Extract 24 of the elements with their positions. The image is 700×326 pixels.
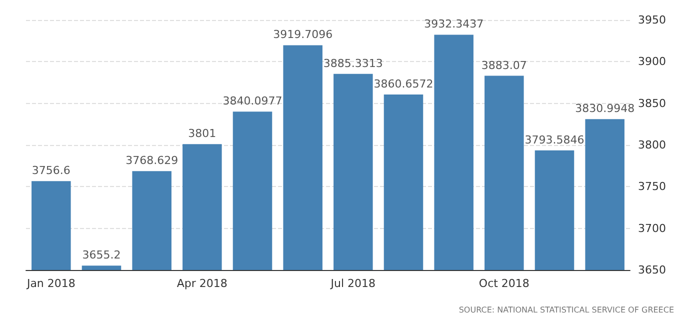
x-tick-label: Oct 2018 <box>478 277 530 290</box>
data-label: 3756.6 <box>32 164 70 178</box>
y-tick-label: 3950 <box>638 14 666 26</box>
y-tick-label: 3900 <box>638 55 666 68</box>
data-label: 3655.2 <box>82 248 121 262</box>
data-label: 3932.3437 <box>424 18 484 31</box>
x-tick-label: Jul 2018 <box>330 277 376 290</box>
x-tick-label: Jan 2018 <box>26 277 76 290</box>
y-tick-label: 3700 <box>638 222 666 235</box>
data-label: 3768.629 <box>126 154 178 168</box>
y-tick-label: 3650 <box>638 264 666 276</box>
y-tick-label: 3850 <box>638 96 666 110</box>
data-label: 3840.0977 <box>222 94 282 108</box>
data-label: 3793.5846 <box>524 133 584 146</box>
data-label: 3860.6572 <box>374 77 434 90</box>
data-label: 3830.9948 <box>575 102 635 116</box>
y-tick-label: 3750 <box>638 180 666 194</box>
data-label: 3885.3313 <box>323 56 383 70</box>
y-tick-label: 3800 <box>638 138 666 152</box>
x-tick-label: Apr 2018 <box>176 277 228 290</box>
data-label: 3919.7096 <box>273 28 333 42</box>
source-note: SOURCE: NATIONAL STATISTICAL SERVICE OF GREECE <box>458 306 674 314</box>
data-label: 3801 <box>188 127 216 140</box>
data-label: 3883.07 <box>481 58 527 72</box>
